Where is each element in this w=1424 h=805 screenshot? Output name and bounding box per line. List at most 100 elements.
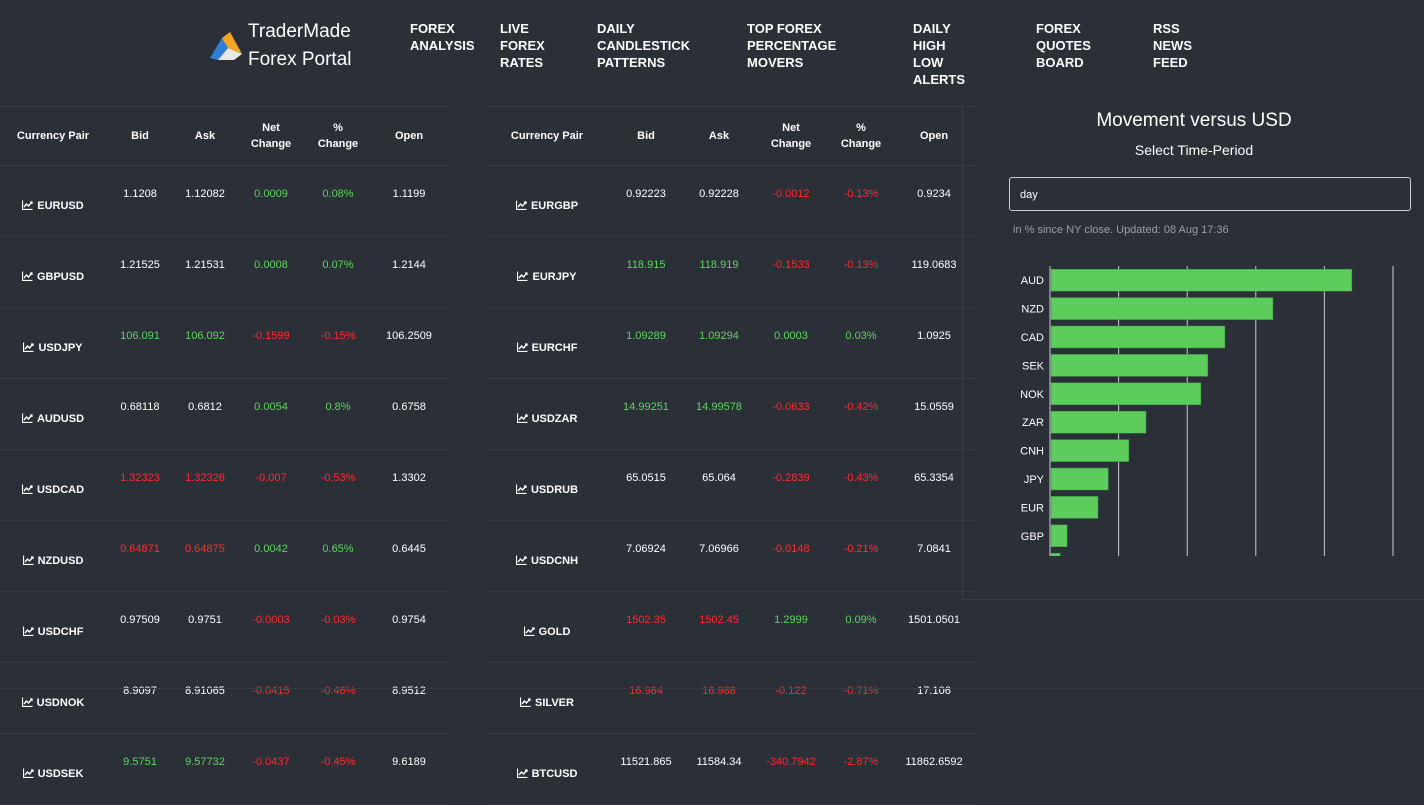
ask-cell: 0.64875 (174, 520, 236, 592)
currency-pair-cell[interactable]: NZDUSD (0, 520, 106, 592)
currency-pair-label[interactable]: USDCAD (36, 484, 85, 496)
currency-pair-label[interactable]: GOLD (538, 626, 571, 638)
table-row[interactable]: USDCHF 0.97509 0.9751 -0.0003 -0.03% 0.9754 (0, 591, 448, 663)
bar-gbp[interactable] (1050, 524, 1068, 548)
table-row[interactable]: BTCUSD 11521.865 11584.34 -340.7942 -2.87% 11… (488, 733, 976, 805)
pct-change-cell: -0.71% (830, 662, 892, 734)
currency-pair-cell[interactable]: USDCAD (0, 449, 106, 521)
table-row[interactable]: USDSEK 9.5751 9.57732 -0.0437 -0.45% 9.6189 (0, 733, 448, 805)
bar-eur[interactable] (1050, 496, 1099, 519)
bar-zar[interactable] (1050, 410, 1147, 434)
table-row[interactable]: USDZAR 14.99251 14.99578 -0.0633 -0.42% 15.05… (488, 378, 976, 450)
nav-top-forex-movers[interactable]: TOP FOREX PERCENTAGE MOVERS (747, 21, 837, 70)
currency-pair-label[interactable]: AUDUSD (36, 413, 85, 425)
currency-pair-label[interactable]: USDRUB (530, 484, 579, 496)
net-change-cell: 0.0042 (236, 520, 306, 592)
bar-cad[interactable] (1050, 325, 1226, 349)
currency-pair-cell[interactable]: BTCUSD (488, 733, 606, 805)
bar-cnh[interactable] (1050, 439, 1130, 462)
update-note: in % since NY close. Updated: 08 Aug 17:… (1013, 224, 1229, 236)
bid-cell: 8.9097 (106, 662, 174, 734)
category-label: CNH (1020, 446, 1044, 458)
period-label: Select Time-Period (1134, 142, 1254, 158)
open-cell: 11862.6592 (892, 733, 976, 805)
header-text: Change (770, 138, 812, 150)
currency-pair-cell[interactable]: USDJPY (0, 307, 106, 379)
table-row[interactable]: AUDUSD 0.68118 0.6812 0.0054 0.8% 0.6758 (0, 378, 448, 450)
currency-pair-cell[interactable]: EURJPY (488, 236, 606, 308)
currency-pair-cell[interactable]: USDNOK (0, 662, 106, 734)
currency-pair-label[interactable]: USDJPY (38, 342, 83, 354)
table-row[interactable]: NZDUSD 0.64871 0.64875 0.0042 0.65% 0.6445 (0, 520, 448, 592)
currency-pair-label[interactable]: EURCHF (531, 342, 578, 354)
currency-pair-cell[interactable]: USDCNH (488, 520, 606, 592)
currency-pair-label[interactable]: SILVER (535, 697, 574, 709)
category-label: GBP (1021, 531, 1044, 543)
currency-pair-label[interactable]: USDSEK (37, 768, 84, 780)
currency-pair-cell[interactable]: USDCHF (0, 591, 106, 663)
category-label: AUD (1021, 275, 1044, 287)
currency-pair-label[interactable]: USDCNH (530, 555, 579, 567)
currency-pair-cell[interactable]: USDZAR (488, 378, 606, 450)
table-row[interactable]: EURJPY 118.915 118.919 -0.1533 -0.13% 119.068… (488, 236, 976, 308)
currency-pair-label[interactable]: USDNOK (36, 697, 85, 709)
nav-live-forex-rates[interactable]: LIVE FOREX RATES (500, 21, 545, 70)
table-row[interactable]: GBPUSD 1.21525 1.21531 0.0008 0.07% 1.2144 (0, 236, 448, 308)
table-row[interactable]: GOLD 1502.35 1502.45 1.2999 0.09% 1501.0501 (488, 591, 976, 663)
bar-nzd[interactable] (1050, 297, 1274, 320)
bar-chf[interactable] (1050, 552, 1061, 556)
currency-pair-cell[interactable]: USDSEK (0, 733, 106, 805)
currency-pair-cell[interactable]: GBPUSD (0, 236, 106, 308)
category-label: CAD (1021, 332, 1044, 344)
currency-pair-label[interactable]: EURGBP (530, 200, 579, 212)
currency-pair-label[interactable]: EURJPY (532, 271, 577, 283)
table-row[interactable]: USDCNH 7.06924 7.06966 -0.0148 -0.21% 7.0841 (488, 520, 976, 592)
table-row[interactable]: EURGBP 0.92223 0.92228 -0.0012 -0.13% 0.9234 (488, 165, 976, 237)
nav-daily-high-low-alerts[interactable]: DAILY HIGH LOW ALERTS (913, 21, 965, 87)
net-change-cell: -0.007 (236, 449, 306, 521)
bid-cell: 1.1208 (106, 165, 174, 237)
bar-nok[interactable] (1050, 382, 1202, 406)
bar-jpy[interactable] (1050, 467, 1109, 491)
currency-pair-cell[interactable]: USDRUB (488, 449, 606, 521)
nav-forex-quotes-board[interactable]: FOREX QUOTES BOARD (1036, 21, 1091, 70)
bar-aud[interactable] (1050, 268, 1353, 292)
header-text: Currency Pair (510, 130, 584, 142)
currency-pair-cell[interactable]: EURGBP (488, 165, 606, 237)
table-row[interactable]: EURCHF 1.09289 1.09294 0.0003 0.03% 1.0925 (488, 307, 976, 379)
chart-icon (22, 768, 34, 779)
currency-pair-label[interactable]: NZDUSD (37, 555, 84, 567)
nav-daily-candlestick-patterns[interactable]: DAILY CANDLESTICK PATTERNS (597, 21, 691, 70)
currency-pair-cell[interactable]: EURCHF (488, 307, 606, 379)
nav-rss-news-feed[interactable]: RSS NEWS FEED (1153, 21, 1192, 70)
bid-cell: 118.915 (606, 236, 686, 308)
currency-pair-cell[interactable]: EURUSD (0, 165, 106, 237)
time-period-select[interactable]: day (1009, 177, 1411, 211)
currency-pair-label[interactable]: GBPUSD (36, 271, 85, 283)
bid-cell: 14.99251 (606, 378, 686, 450)
table-row[interactable]: USDRUB 65.0515 65.064 -0.2839 -0.43% 65.3354 (488, 449, 976, 521)
currency-pair-cell[interactable]: GOLD (488, 591, 606, 663)
header-text: Ask (708, 130, 730, 142)
table-row[interactable]: USDCAD 1.32323 1.32326 -0.007 -0.53% 1.3302 (0, 449, 448, 521)
net-change-cell: 1.2999 (752, 591, 830, 663)
pct-change-cell: -0.15% (306, 307, 370, 379)
table-row[interactable]: USDJPY 106.091 106.092 -0.1599 -0.15% 106.250… (0, 307, 448, 379)
currency-pair-label[interactable]: USDZAR (531, 413, 578, 425)
table-row[interactable]: EURUSD 1.1208 1.12082 0.0009 0.08% 1.1199 (0, 165, 448, 237)
table-row[interactable]: USDNOK 8.9097 8.91065 -0.0415 -0.46% 8.9512 (0, 662, 448, 734)
bid-cell: 0.64871 (106, 520, 174, 592)
nav-forex-analysis[interactable]: FOREX ANALYSIS (410, 21, 475, 53)
currency-pair-label[interactable]: EURUSD (37, 200, 84, 212)
site-logo[interactable]: TraderMade Forex Portal (208, 18, 351, 74)
open-cell: 1.1199 (370, 165, 448, 237)
panel-title: Movement versus USD (1096, 110, 1292, 131)
currency-pair-label[interactable]: BTCUSD (531, 768, 578, 780)
open-cell: 17.106 (892, 662, 976, 734)
currency-pair-label[interactable]: USDCHF (37, 626, 84, 638)
logo-line2: Forex Portal (248, 49, 352, 70)
bar-sek[interactable] (1050, 354, 1209, 377)
table-row[interactable]: SILVER 16.984 16.988 -0.122 -0.71% 17.106 (488, 662, 976, 734)
currency-pair-cell[interactable]: AUDUSD (0, 378, 106, 450)
currency-pair-cell[interactable]: SILVER (488, 662, 606, 734)
